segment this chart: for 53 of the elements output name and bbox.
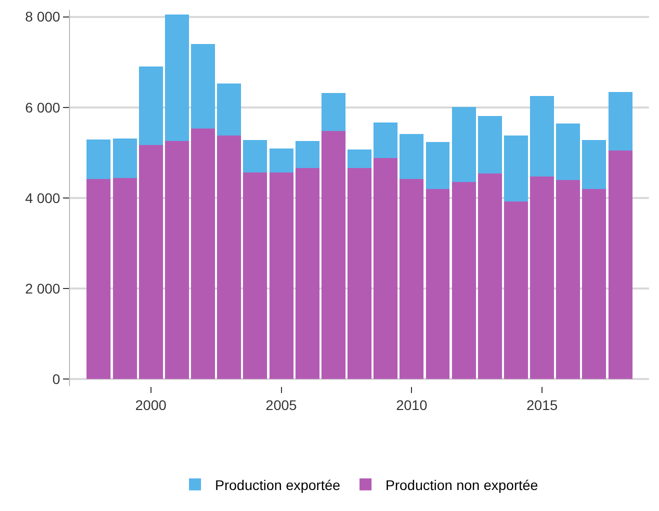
bar — [478, 174, 502, 380]
bar — [295, 140, 320, 168]
bar — [556, 123, 580, 180]
x-tick-label: 2005 — [266, 396, 298, 413]
bar — [400, 134, 424, 179]
bar — [191, 128, 216, 380]
bar — [582, 140, 606, 189]
bar — [504, 135, 528, 202]
bar — [138, 66, 163, 145]
bar — [452, 182, 476, 380]
x-tick-label: 2010 — [396, 396, 428, 413]
bar — [191, 44, 216, 129]
bar — [217, 135, 242, 380]
y-tick-label: 8 000 — [25, 8, 60, 25]
bar — [530, 176, 554, 380]
bar — [504, 202, 528, 380]
bar — [374, 122, 398, 158]
bar — [112, 138, 137, 178]
bar — [400, 178, 424, 380]
bar — [321, 130, 346, 380]
bar — [348, 150, 372, 168]
bar — [530, 96, 554, 177]
bar — [164, 140, 189, 380]
bar — [164, 14, 189, 141]
bar — [478, 116, 502, 174]
y-tick-label: 0 — [52, 371, 60, 388]
bar — [426, 142, 450, 189]
bar — [243, 172, 268, 380]
bar — [556, 180, 580, 380]
y-tick-label: 4 000 — [25, 190, 60, 206]
y-tick-label: 2 000 — [25, 280, 60, 296]
bar — [269, 172, 294, 380]
bar — [269, 148, 294, 173]
bar — [217, 83, 242, 136]
bar — [374, 158, 398, 380]
bar — [138, 145, 163, 380]
bar — [112, 178, 137, 380]
bar — [452, 106, 476, 182]
bar — [426, 188, 450, 380]
x-tick-label: 2000 — [135, 396, 167, 413]
bar — [295, 168, 320, 380]
bar — [608, 92, 632, 150]
bar — [243, 140, 268, 173]
bar — [86, 140, 111, 179]
bar — [582, 188, 606, 380]
bar — [608, 150, 632, 380]
y-tick-label: 6 000 — [25, 99, 60, 116]
bar — [86, 178, 111, 380]
bar — [348, 168, 372, 380]
bar — [321, 92, 346, 131]
x-tick-label: 2015 — [526, 396, 558, 413]
legend-label: Production exportée — [215, 476, 341, 493]
legend-label: Production non exportée — [386, 476, 538, 493]
